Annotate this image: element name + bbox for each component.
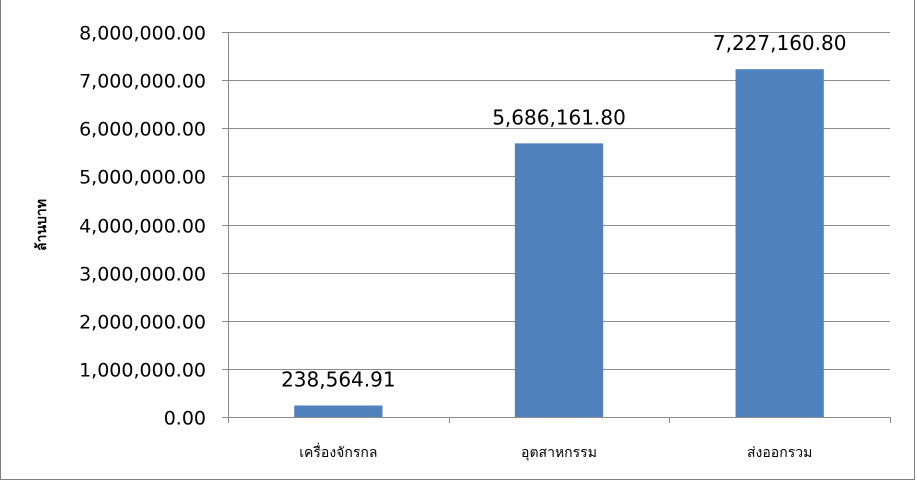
y-tick-label: 5,000,000.00 [79, 167, 206, 189]
data-label: 7,227,160.80 [713, 31, 847, 55]
bar [294, 405, 383, 417]
x-tick-label: อุตสาหกรรม [521, 445, 597, 461]
bars [294, 69, 824, 418]
data-label: 238,564.91 [281, 368, 396, 392]
x-tick-label: เครื่องจักรกล [299, 443, 377, 461]
y-tick-label: 0.00 [164, 408, 206, 430]
y-tick-label: 8,000,000.00 [79, 23, 206, 45]
y-tick-label: 4,000,000.00 [79, 216, 206, 238]
data-label: 5,686,161.80 [492, 105, 626, 129]
bar [514, 143, 604, 418]
y-axis-title: ล้านบาท [34, 199, 50, 251]
axes [222, 32, 891, 423]
y-tick-label: 6,000,000.00 [79, 119, 206, 141]
data-labels: 238,564.91 5,686,161.80 7,227,160.80 [281, 31, 846, 391]
y-tick-label: 3,000,000.00 [79, 264, 206, 286]
y-tick-labels: 0.00 1,000,000.00 2,000,000.00 3,000,000.00… [79, 23, 206, 430]
y-tick-label: 7,000,000.00 [79, 71, 206, 93]
x-tick-label: ส่งออกรวม [747, 445, 812, 461]
x-tick-labels: เครื่องจักรกล อุตสาหกรรม ส่งออกรวม [299, 443, 812, 461]
y-tick-label: 1,000,000.00 [79, 360, 206, 382]
bar [735, 69, 824, 418]
y-tick-label: 2,000,000.00 [79, 312, 206, 334]
